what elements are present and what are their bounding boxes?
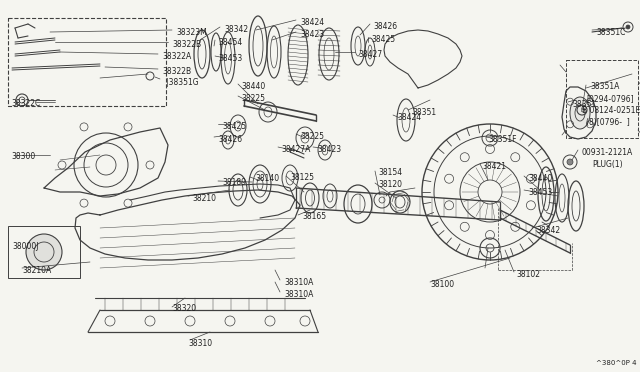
Text: (8)[0796-  ]: (8)[0796- ] <box>586 118 630 127</box>
Text: 38140: 38140 <box>255 174 279 183</box>
Text: 38125: 38125 <box>290 173 314 182</box>
Text: 38453: 38453 <box>528 188 552 197</box>
Text: 38426: 38426 <box>373 22 397 31</box>
Text: B 08124-0251E: B 08124-0251E <box>582 106 640 115</box>
Text: 38120: 38120 <box>378 180 402 189</box>
Text: 38225: 38225 <box>300 132 324 141</box>
Text: 38424: 38424 <box>397 113 421 122</box>
Text: 38423: 38423 <box>317 145 341 154</box>
Text: 38310A: 38310A <box>284 290 314 299</box>
Text: 38000J: 38000J <box>12 242 38 251</box>
Text: 38440: 38440 <box>241 82 265 91</box>
Text: 38210A: 38210A <box>22 266 51 275</box>
Text: 38322B: 38322B <box>172 40 201 49</box>
Text: 38425: 38425 <box>222 122 246 131</box>
Text: PLUG(1): PLUG(1) <box>592 160 623 169</box>
Ellipse shape <box>570 97 590 129</box>
Text: 38351: 38351 <box>572 100 596 109</box>
Text: 38189: 38189 <box>222 178 246 187</box>
Circle shape <box>626 25 630 29</box>
Text: 38154: 38154 <box>378 168 402 177</box>
Text: 38421: 38421 <box>482 162 506 171</box>
Text: 38351: 38351 <box>412 108 436 117</box>
Text: 38210: 38210 <box>192 194 216 203</box>
Text: 38427: 38427 <box>358 50 382 59</box>
Text: 38300: 38300 <box>11 152 35 161</box>
Text: 38322B: 38322B <box>162 67 191 76</box>
Text: 38342: 38342 <box>224 25 248 34</box>
Text: 38102: 38102 <box>516 270 540 279</box>
Circle shape <box>567 159 573 165</box>
Text: 38342: 38342 <box>536 226 560 235</box>
Text: 38165: 38165 <box>302 212 326 221</box>
Text: 38351A: 38351A <box>590 82 620 91</box>
Text: 38425: 38425 <box>371 35 395 44</box>
Text: 38100: 38100 <box>430 280 454 289</box>
Text: 38322C: 38322C <box>11 99 40 108</box>
Text: 00931-2121A: 00931-2121A <box>582 148 633 157</box>
Text: 38424: 38424 <box>300 18 324 27</box>
Text: |38351G: |38351G <box>166 78 198 87</box>
Text: 38310A: 38310A <box>284 278 314 287</box>
Text: 38454: 38454 <box>218 38 243 47</box>
Text: B: B <box>580 108 584 112</box>
Text: 38427A: 38427A <box>281 145 310 154</box>
Text: 38453: 38453 <box>218 54 243 63</box>
Text: 38423: 38423 <box>300 30 324 39</box>
Text: 38323M: 38323M <box>176 28 207 37</box>
Text: 38310: 38310 <box>188 339 212 348</box>
Text: 38225: 38225 <box>241 94 265 103</box>
Text: 38322A: 38322A <box>162 52 191 61</box>
Text: [0294-0796]: [0294-0796] <box>586 94 634 103</box>
Text: 38320: 38320 <box>172 304 196 313</box>
Text: 38351C: 38351C <box>596 28 625 37</box>
Text: ^380^0P 4: ^380^0P 4 <box>595 360 636 366</box>
Text: 38426: 38426 <box>218 135 242 144</box>
Text: 38440: 38440 <box>528 174 552 183</box>
Circle shape <box>26 234 62 270</box>
Text: 38351F: 38351F <box>488 135 516 144</box>
